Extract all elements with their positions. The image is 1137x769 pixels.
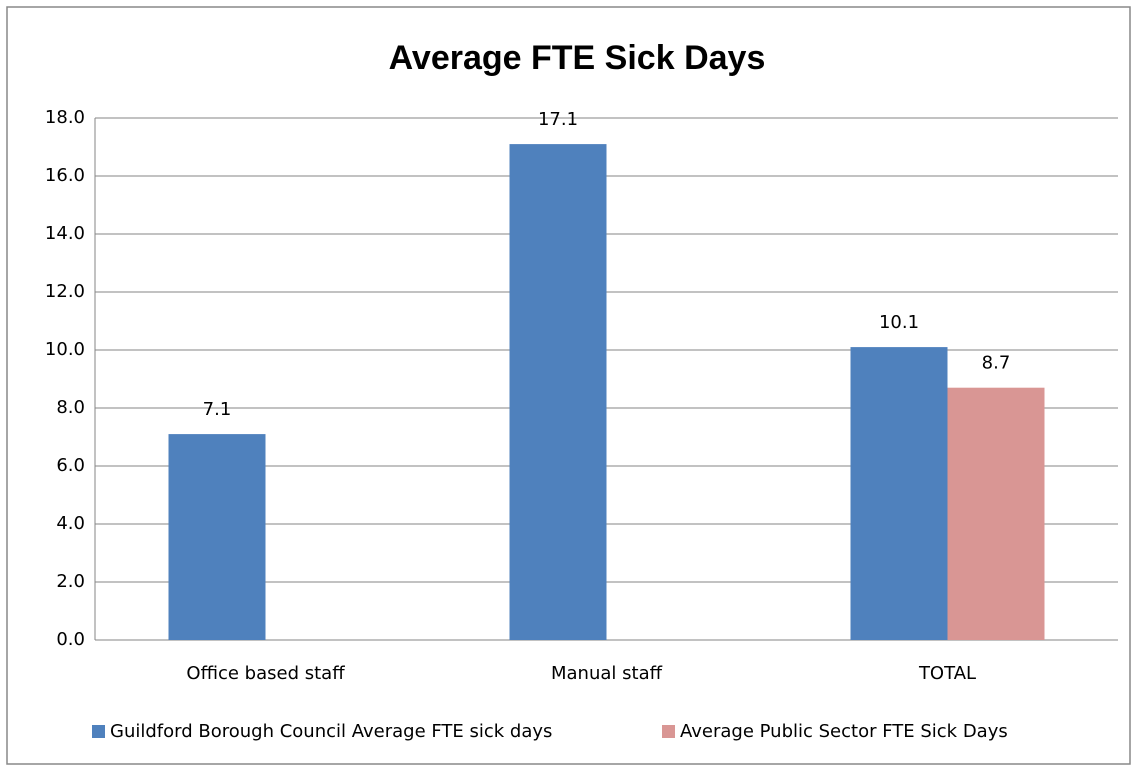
- x-tick-label: Office based staff: [186, 663, 345, 684]
- bar: [947, 387, 1045, 640]
- bar: [509, 144, 607, 640]
- y-tick-label: 2.0: [56, 571, 85, 592]
- x-tick-label: TOTAL: [918, 663, 976, 684]
- y-tick-label: 6.0: [56, 455, 85, 476]
- y-tick-label: 14.0: [45, 223, 85, 244]
- bar: [850, 347, 948, 640]
- legend-label: Average Public Sector FTE Sick Days: [680, 721, 1008, 742]
- data-label: 7.1: [203, 399, 232, 420]
- y-tick-label: 0.0: [56, 629, 85, 650]
- legend-swatch: [662, 725, 675, 738]
- y-tick-label: 18.0: [45, 107, 85, 128]
- y-tick-label: 8.0: [56, 397, 85, 418]
- legend-label: Guildford Borough Council Average FTE si…: [110, 721, 552, 742]
- data-label: 8.7: [982, 353, 1011, 374]
- y-tick-label: 12.0: [45, 281, 85, 302]
- y-tick-label: 16.0: [45, 165, 85, 186]
- data-label: 10.1: [879, 312, 919, 333]
- data-label: 17.1: [538, 109, 578, 130]
- y-tick-label: 10.0: [45, 339, 85, 360]
- x-tick-label: Manual staff: [551, 663, 663, 684]
- legend-swatch: [92, 725, 105, 738]
- y-tick-label: 4.0: [56, 513, 85, 534]
- bar: [168, 434, 266, 640]
- chart-title: Average FTE Sick Days: [389, 39, 766, 77]
